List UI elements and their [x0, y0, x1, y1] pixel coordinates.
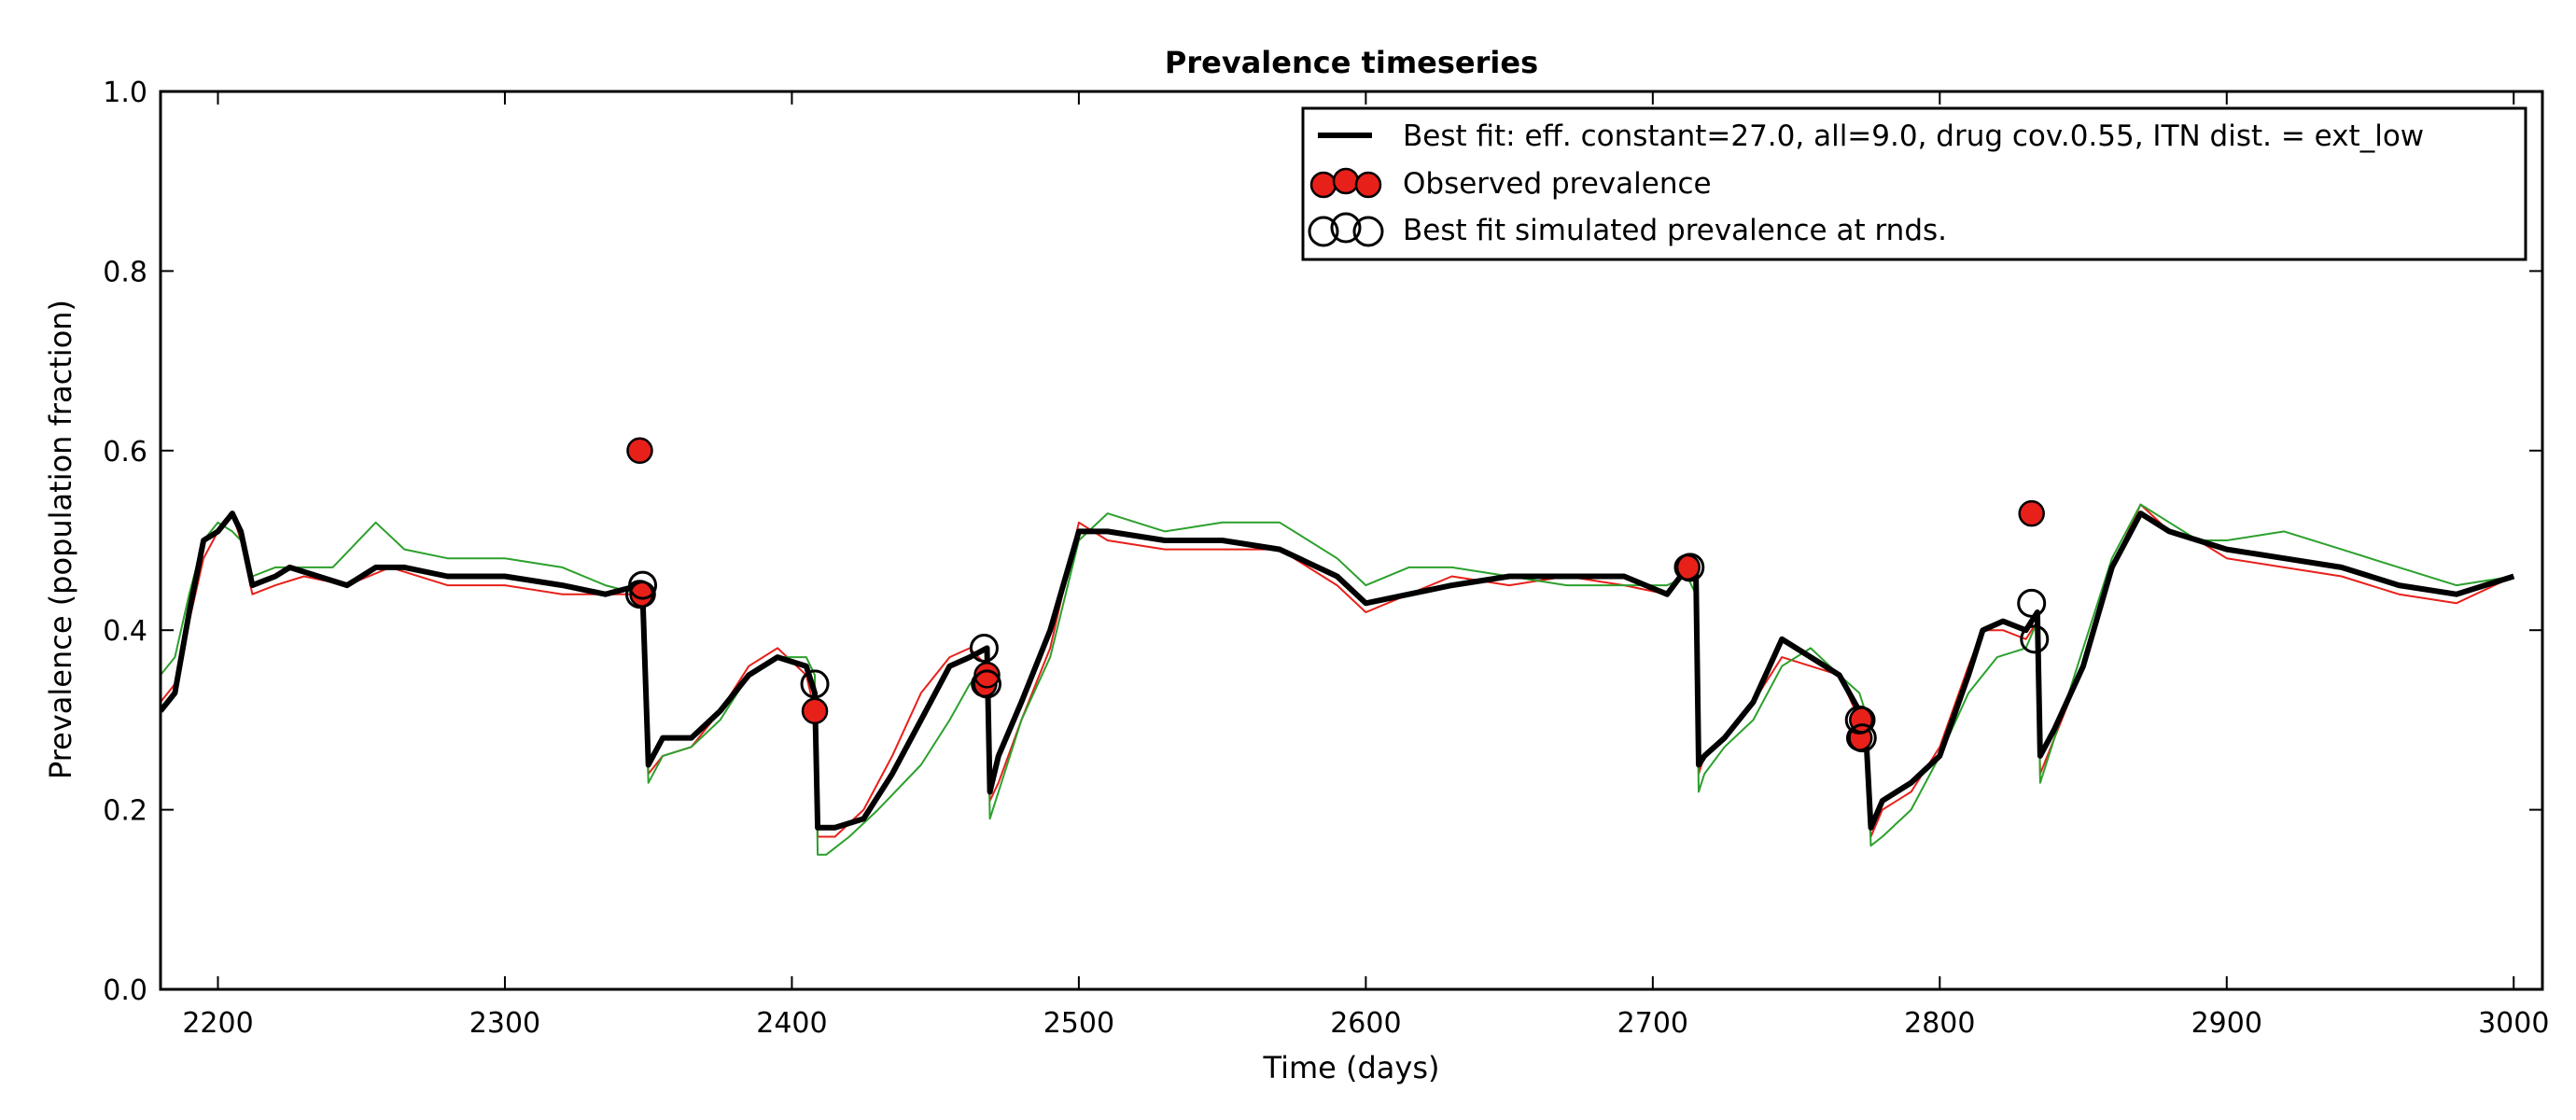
- x-tick-label: 2400: [756, 1007, 827, 1040]
- legend-box: [1301, 106, 2527, 261]
- y-tick-label: 1.0: [103, 77, 147, 109]
- x-tick-label: 3000: [2478, 1007, 2549, 1040]
- series-layer: [161, 503, 2515, 856]
- simulated-point: [628, 570, 658, 600]
- simulated-point: [2017, 588, 2047, 618]
- simulated-point: [1844, 705, 1874, 735]
- observed-point: [2018, 499, 2045, 527]
- simulated-point: [800, 669, 830, 699]
- series-line-best-fit: [161, 511, 2515, 831]
- observed-point: [973, 662, 1001, 689]
- y-axis-label: Prevalence (population fraction): [43, 300, 78, 779]
- plot-frame: [159, 90, 2544, 991]
- x-tick-label: 2300: [469, 1007, 540, 1040]
- legend-observed-marker: [1354, 171, 1382, 199]
- legend-label-observed: Observed prevalence: [1403, 167, 1712, 201]
- x-tick-label: 2500: [1043, 1007, 1114, 1040]
- x-tick-label: 2600: [1330, 1007, 1401, 1040]
- legend: Best fit: eff. constant=27.0, all=9.0, d…: [1301, 106, 2527, 261]
- legend-observed-marker: [1309, 171, 1337, 199]
- simulated-point: [1847, 723, 1877, 753]
- simulated-point: [973, 669, 1002, 699]
- marker-layer: [624, 437, 2050, 753]
- x-axis-label: Time (days): [1263, 1050, 1440, 1085]
- simulated-point: [2020, 624, 2050, 654]
- series-line-2: [161, 503, 2514, 856]
- y-tick-label: 0.8: [103, 256, 147, 288]
- simulated-point: [1675, 553, 1705, 582]
- observed-point: [801, 697, 829, 725]
- simulated-point: [969, 633, 999, 663]
- y-tick-label: 0.4: [103, 615, 147, 648]
- legend-observed-marker: [1332, 167, 1360, 195]
- chart-title: Prevalence timeseries: [1165, 45, 1538, 80]
- plot-area: 2200 2300 2400 2500 2600 2700 2800 2900 3000 0.0 0…: [103, 77, 2549, 1040]
- y-tick-label: 0.2: [103, 795, 147, 828]
- x-tick-label: 2900: [2191, 1007, 2262, 1040]
- legend-label-best-fit: Best fit: eff. constant=27.0, all=9.0, d…: [1403, 119, 2424, 153]
- series-line-1: [161, 503, 2514, 838]
- observed-point: [626, 437, 653, 465]
- ticks-layer: 2200 2300 2400 2500 2600 2700 2800 2900 3000 0.0 0…: [103, 77, 2549, 1040]
- y-tick-label: 0.0: [103, 974, 147, 1007]
- legend-simulated-marker: [1308, 216, 1339, 247]
- legend-simulated-marker: [1352, 216, 1384, 247]
- legend-simulated-marker: [1330, 212, 1362, 244]
- x-tick-label: 2200: [182, 1007, 253, 1040]
- x-tick-label: 2700: [1617, 1007, 1688, 1040]
- legend-label-simulated: Best fit simulated prevalence at rnds.: [1403, 214, 1947, 247]
- x-tick-label: 2800: [1904, 1007, 1975, 1040]
- y-tick-label: 0.6: [103, 436, 147, 469]
